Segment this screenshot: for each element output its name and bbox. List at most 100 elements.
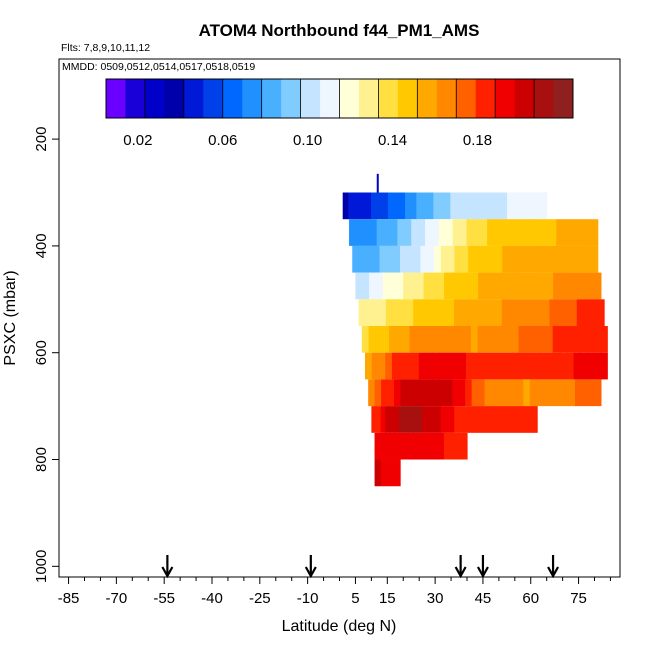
heatmap-cell <box>399 245 408 273</box>
heatmap-cell <box>375 406 382 433</box>
heatmap-cell <box>408 406 414 433</box>
x-tick-label: 30 <box>427 590 444 607</box>
heatmap-cell <box>600 352 608 380</box>
heatmap-cell <box>381 379 389 407</box>
heatmap-cell <box>566 352 575 380</box>
heatmap-cell <box>389 326 397 353</box>
heatmap-cell <box>590 245 599 273</box>
heatmap-cell <box>390 219 399 246</box>
heatmap-cell <box>400 379 408 407</box>
heatmap-cell <box>500 406 506 433</box>
heatmap-cell <box>435 406 442 433</box>
heatmap-cell <box>393 432 399 460</box>
heatmap-cell <box>420 432 426 460</box>
heatmap-cell <box>587 379 596 407</box>
heatmap-cell <box>427 245 435 273</box>
heatmap-cell <box>576 219 585 246</box>
heatmap-cell <box>342 192 349 220</box>
heatmap-cell <box>467 299 476 327</box>
heatmap-cell <box>504 326 513 353</box>
heatmap-cell <box>358 299 367 327</box>
heatmap-cell <box>376 192 383 220</box>
heatmap-cell <box>413 432 418 460</box>
colorbar-swatch <box>339 79 360 118</box>
heatmap-cell <box>494 299 503 327</box>
x-axis: -85 -70 -55 -40 -25 -10 5 15 30 45 60 75 <box>58 577 611 607</box>
heatmap-cell <box>590 299 598 327</box>
heatmap-cell <box>484 272 493 300</box>
heatmap-cell <box>594 379 602 407</box>
y-axis: 200 400 600 800 1000 <box>33 127 59 583</box>
heatmap-cell <box>409 432 414 460</box>
heatmap-cell <box>545 326 554 353</box>
heatmap-cell <box>473 219 481 246</box>
heatmap-cell <box>471 379 479 407</box>
heatmap-cell <box>454 245 462 273</box>
heatmap-cell <box>379 245 387 273</box>
heatmap-cell <box>584 245 592 273</box>
heatmap-cell <box>552 326 561 353</box>
heatmap-cell <box>438 219 447 246</box>
x-tick-label: 45 <box>475 590 492 607</box>
heatmap-cell <box>399 299 407 327</box>
x-tick-label: 75 <box>570 590 587 607</box>
x-tick-label: 5 <box>351 590 359 607</box>
heatmap-cell <box>458 379 466 407</box>
heatmap-cell <box>525 326 533 353</box>
colorbar-tick-label: 0.06 <box>208 132 237 149</box>
heatmap-cell <box>388 192 395 220</box>
heatmap-cell <box>376 219 385 246</box>
colorbar-tick-label: 0.14 <box>378 132 407 149</box>
heatmap-cell <box>374 432 380 460</box>
heatmap-cell <box>518 192 525 220</box>
heatmap-cell <box>396 272 404 300</box>
heatmap-cell <box>580 272 588 300</box>
heatmap-cell <box>406 379 415 407</box>
heatmap-cell <box>433 299 442 327</box>
heatmap-cell <box>587 352 595 380</box>
heatmap-cell <box>437 272 445 300</box>
heatmap-cell <box>600 326 608 353</box>
heatmap-cell <box>450 272 459 300</box>
heatmap-cell <box>460 299 469 327</box>
heatmap-cell <box>501 192 508 220</box>
colorbar-swatch <box>164 79 185 118</box>
heatmap-cell <box>519 352 528 380</box>
heatmap-cell <box>470 326 479 353</box>
latitude-arrow-head <box>304 566 317 579</box>
heatmap-cell <box>409 326 417 353</box>
heatmap-cell <box>395 326 404 353</box>
heatmap-cell <box>368 379 376 407</box>
heatmap-cell <box>508 299 517 327</box>
y-tick-label: 600 <box>33 340 50 365</box>
heatmap-cell <box>391 459 395 487</box>
heatmap-cell <box>479 352 487 380</box>
heatmap-cell <box>436 432 441 460</box>
x-tick-label: -10 <box>297 590 319 607</box>
heatmap-cell <box>443 432 449 460</box>
heatmap-cell <box>398 352 406 380</box>
heatmap-cell <box>402 326 411 353</box>
heatmap-cell <box>399 406 405 433</box>
heatmap-cell <box>365 192 372 220</box>
heatmap-cell <box>393 192 400 220</box>
heatmap-cell <box>577 245 585 273</box>
heatmap-cell <box>533 352 541 380</box>
heatmap-cell <box>445 406 451 433</box>
heatmap-cell <box>456 192 463 220</box>
heatmap-cell <box>409 272 418 300</box>
heatmap-cell <box>450 192 457 220</box>
heatmap-cell <box>515 245 524 273</box>
heatmap-cell <box>413 379 421 407</box>
heatmap-cell <box>445 379 453 407</box>
heatmap-cell <box>378 459 382 487</box>
heatmap-cell <box>368 326 377 353</box>
profile-mark <box>376 173 379 193</box>
heatmap-cell <box>374 379 382 407</box>
heatmap-cell <box>430 272 438 300</box>
colorbar-swatch <box>125 79 146 118</box>
heatmap-cell <box>498 272 507 300</box>
heatmap-cell <box>387 459 391 487</box>
heatmap-cell <box>380 459 384 487</box>
heatmap-cell <box>566 272 575 300</box>
